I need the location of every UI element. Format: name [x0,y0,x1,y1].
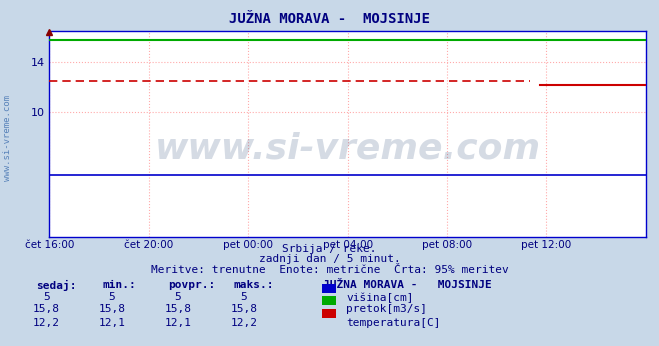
Text: sedaj:: sedaj: [36,280,76,291]
Text: JUŽNA MORAVA -   MOJSINJE: JUŽNA MORAVA - MOJSINJE [323,280,492,290]
Text: povpr.:: povpr.: [168,280,215,290]
Text: 12,2: 12,2 [33,318,59,328]
Text: min.:: min.: [102,280,136,290]
Text: 15,8: 15,8 [165,304,191,315]
Text: pretok[m3/s]: pretok[m3/s] [346,304,427,315]
Text: višina[cm]: višina[cm] [346,292,413,303]
Text: www.si-vreme.com: www.si-vreme.com [3,95,13,181]
Text: Meritve: trenutne  Enote: metrične  Črta: 95% meritev: Meritve: trenutne Enote: metrične Črta: … [151,265,508,275]
Text: 5: 5 [241,292,247,302]
Text: 5: 5 [109,292,115,302]
Text: 5: 5 [43,292,49,302]
Text: 15,8: 15,8 [231,304,257,315]
Text: 12,1: 12,1 [99,318,125,328]
Text: JUŽNA MORAVA -  MOJSINJE: JUŽNA MORAVA - MOJSINJE [229,12,430,26]
Text: maks.:: maks.: [234,280,274,290]
Text: temperatura[C]: temperatura[C] [346,318,440,328]
Text: 5: 5 [175,292,181,302]
Text: 12,1: 12,1 [165,318,191,328]
Text: zadnji dan / 5 minut.: zadnji dan / 5 minut. [258,254,401,264]
Text: www.si-vreme.com: www.si-vreme.com [155,131,540,165]
Text: 12,2: 12,2 [231,318,257,328]
Text: 15,8: 15,8 [99,304,125,315]
Text: Srbija / reke.: Srbija / reke. [282,244,377,254]
Text: 15,8: 15,8 [33,304,59,315]
